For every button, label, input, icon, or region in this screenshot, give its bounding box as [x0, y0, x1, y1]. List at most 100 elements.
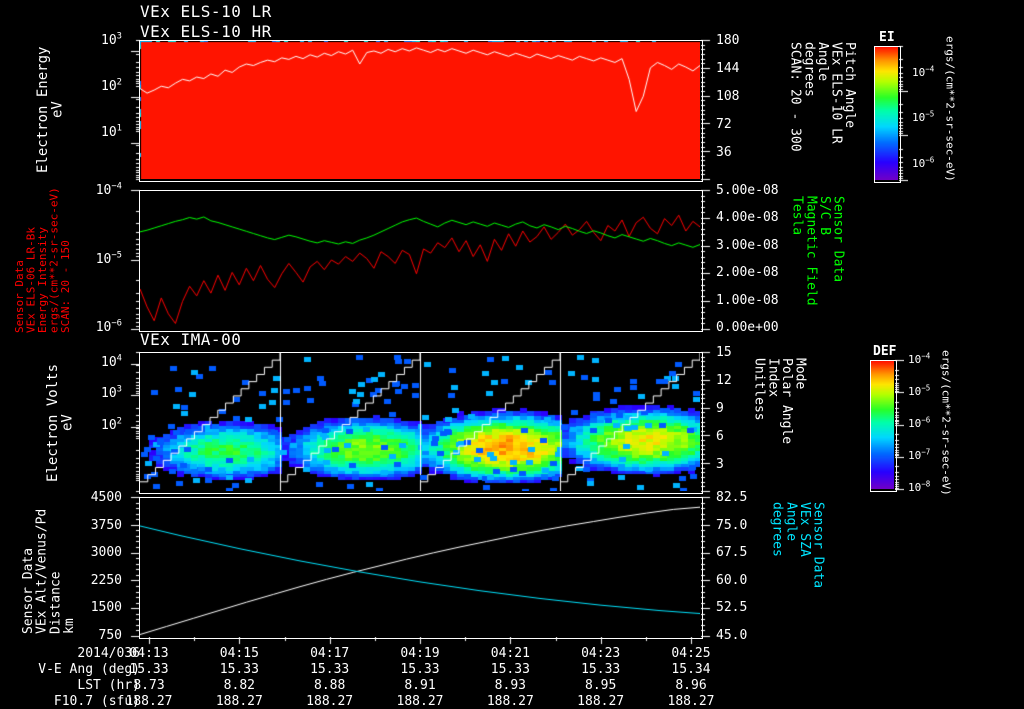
panel4-right-axis-ticks	[701, 496, 713, 638]
panel2-ytick-1e-6: 10−6	[95, 318, 122, 335]
footer-row-label-1: V-E Ang (deg)	[38, 662, 140, 677]
colorbar1-gradient[interactable]	[874, 46, 901, 183]
panel3-rtick-3: 3	[716, 457, 724, 472]
panel3-rtick-6: 6	[716, 429, 724, 444]
colorbar2-gradient[interactable]	[870, 360, 897, 492]
colorbar2-tick-1e-4: 10−4	[908, 351, 931, 366]
panel1-rtick-144: 144	[716, 61, 740, 76]
panel1-rtick-180: 180	[716, 33, 740, 48]
footer-cell-r3-c4: 188.27	[486, 694, 534, 709]
panel-electron-energy-spectrogram[interactable]	[139, 40, 703, 182]
footer-cell-r0-c0: 04:13	[129, 646, 169, 661]
panel1-left-axis-ticks	[128, 39, 140, 181]
footer-row-label-0: 2014/036	[77, 646, 140, 661]
panel4-right-axis-label: Sensor Data VEx SZA Angle degrees	[769, 502, 826, 589]
panel2-right-axis-label: Sensor Data S/C B Magnetic Field Tesla	[789, 196, 846, 306]
panel1-title-line2: VEx ELS-10 HR	[140, 22, 272, 41]
panel4-ytick-4500: 4500	[90, 490, 122, 505]
footer-cell-r2-c0: 8.73	[133, 678, 165, 693]
panel4-ytick-3000: 3000	[90, 545, 122, 560]
footer-cell-r3-c5: 188.27	[577, 694, 625, 709]
panel3-right-axis-label: Mode Polar Angle Index Unitless	[751, 358, 808, 445]
panel3-rtick-12: 12	[716, 373, 732, 388]
panel2-rtick-0e+00: 0.00e+00	[716, 320, 779, 335]
footer-row-label-2: LST (hr)	[77, 678, 140, 693]
footer-cell-r2-c3: 8.91	[404, 678, 436, 693]
footer-cell-r3-c0: 188.27	[125, 694, 173, 709]
panel4-ytick-750: 750	[98, 628, 122, 643]
panel3-left-axis-ticks	[128, 351, 140, 493]
panel1-ytick-1000: 103	[101, 31, 122, 48]
panel4-rtick-52.5: 52.5	[716, 600, 748, 615]
panel3-ytick-1e2: 102	[101, 416, 122, 433]
panel4-ytick-1500: 1500	[90, 600, 122, 615]
colorbar1-tick-1e-4: 10−4	[912, 64, 935, 79]
panel4-left-axis-label: Sensor Data VEx Alt/Venus/Pd Distance km	[21, 508, 77, 634]
footer-cell-r1-c1: 15.33	[219, 662, 259, 677]
colorbar2-tick-1e-5: 10−5	[908, 383, 931, 398]
panel1-left-axis-label: Electron Energy eV	[35, 46, 66, 174]
colorbar1-ticks	[899, 45, 908, 182]
colorbar2-units: ergs/(cm**2-sr-sec-eV)	[939, 350, 953, 496]
panel1-ytick-10: 101	[101, 123, 122, 140]
panel2-rtick-3e-08: 3.00e-08	[716, 238, 779, 253]
panel4-rtick-75.0: 75.0	[716, 518, 748, 533]
panel2-rtick-5e-08: 5.00e-08	[716, 183, 779, 198]
panel2-rtick-1e-08: 1.00e-08	[716, 293, 779, 308]
footer-cell-r2-c1: 8.82	[223, 678, 255, 693]
panel1-right-axis-ticks	[701, 39, 713, 181]
colorbar2-title: DEF	[873, 344, 897, 359]
colorbar1-tick-1e-6: 10−6	[912, 155, 935, 170]
panel3-left-axis-label: Electron Volts eV	[45, 364, 76, 483]
panel4-rtick-82.5: 82.5	[716, 490, 748, 505]
footer-cell-r3-c1: 188.27	[215, 694, 263, 709]
footer-cell-r1-c6: 15.34	[671, 662, 711, 677]
footer-row-label-3: F10.7 (sfu)	[53, 694, 140, 709]
panel3-title-line1: VEx IMA-00	[140, 330, 242, 349]
panel2-rtick-2e-08: 2.00e-08	[716, 265, 779, 280]
footer-cell-r3-c2: 188.27	[306, 694, 354, 709]
colorbar1-title: EI	[879, 30, 895, 45]
panel1-rtick-108: 108	[716, 89, 740, 104]
panel4-ytick-3750: 3750	[90, 518, 122, 533]
panel1-rtick-36: 36	[716, 145, 732, 160]
panel1-rtick-72: 72	[716, 117, 732, 132]
panel3-rtick-15: 15	[716, 345, 732, 360]
panel2-left-axis-label: Sensor Data VEx ELS-06 LR-Bk Energy Inte…	[13, 187, 73, 333]
panel-energy-intensity-magfield[interactable]	[139, 190, 703, 332]
xaxis-ticks	[139, 637, 701, 649]
panel2-ytick-1e-5: 10−5	[95, 250, 122, 267]
colorbar2-ticks	[895, 359, 904, 491]
footer-cell-r1-c3: 15.33	[400, 662, 440, 677]
footer-cell-r1-c4: 15.33	[490, 662, 530, 677]
colorbar1-units: ergs/(cm**2-sr-sec-eV)	[943, 36, 957, 182]
footer-cell-r0-c5: 04:23	[581, 646, 621, 661]
footer-cell-r2-c4: 8.93	[494, 678, 526, 693]
panel-altitude-sza[interactable]	[139, 497, 703, 639]
colorbar1-tick-1e-5: 10−5	[912, 109, 935, 124]
panel1-ytick-100: 102	[101, 77, 122, 94]
footer-cell-r1-c2: 15.33	[310, 662, 350, 677]
colorbar2-tick-1e-6: 10−6	[908, 415, 931, 430]
footer-cell-r3-c3: 188.27	[396, 694, 444, 709]
panel4-rtick-60.0: 60.0	[716, 573, 748, 588]
panel3-ytick-1e4: 104	[101, 353, 122, 370]
panel4-rtick-67.5: 67.5	[716, 545, 748, 560]
panel2-ytick-1e-4: 10−4	[95, 181, 122, 198]
footer-cell-r2-c5: 8.95	[585, 678, 617, 693]
footer-cell-r2-c6: 8.96	[675, 678, 707, 693]
colorbar2-tick-1e-7: 10−7	[908, 447, 931, 462]
panel-ima-ion-spectrogram[interactable]	[139, 352, 703, 494]
footer-cell-r0-c1: 04:15	[219, 646, 259, 661]
panel4-ytick-2250: 2250	[90, 573, 122, 588]
footer-cell-r1-c5: 15.33	[581, 662, 621, 677]
colorbar2-tick-1e-8: 10−8	[908, 479, 931, 494]
footer-cell-r2-c2: 8.88	[314, 678, 346, 693]
panel4-left-axis-ticks	[128, 496, 140, 638]
panel3-right-axis-ticks	[701, 351, 713, 493]
panel2-rtick-4e-08: 4.00e-08	[716, 210, 779, 225]
panel2-right-axis-ticks	[701, 189, 713, 331]
panel3-ytick-1e3: 103	[101, 384, 122, 401]
footer-cell-r0-c3: 04:19	[400, 646, 440, 661]
